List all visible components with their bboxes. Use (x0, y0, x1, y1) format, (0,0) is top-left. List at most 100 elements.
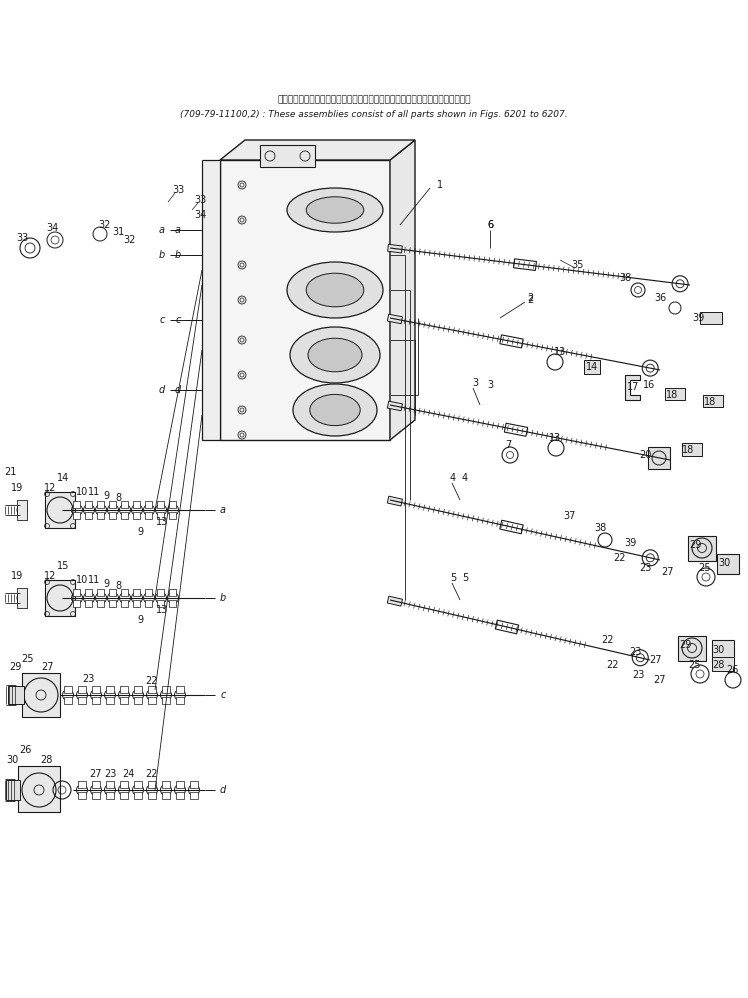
Text: b: b (220, 593, 226, 603)
Bar (703, 395, 723, 407)
Text: 37: 37 (564, 511, 576, 521)
Text: 27: 27 (654, 675, 666, 685)
Polygon shape (495, 620, 518, 634)
Bar (120, 781, 128, 788)
Text: 26: 26 (19, 745, 31, 755)
Bar (17, 588, 27, 608)
Text: 33: 33 (172, 185, 184, 195)
Bar (176, 792, 184, 799)
Text: 14: 14 (586, 362, 598, 372)
Bar (120, 686, 128, 693)
Text: 13: 13 (156, 605, 168, 615)
Bar (92, 686, 100, 693)
Text: 7: 7 (505, 440, 511, 450)
Text: 25: 25 (689, 660, 701, 670)
Text: 27: 27 (650, 655, 662, 665)
Bar (106, 686, 114, 693)
Bar (97, 501, 105, 508)
Text: 3: 3 (472, 378, 478, 388)
Text: 23: 23 (104, 769, 116, 779)
Bar (97, 589, 105, 596)
Bar (92, 781, 100, 788)
Text: 39: 39 (692, 313, 704, 323)
Bar (158, 501, 165, 508)
Bar (22, 673, 60, 717)
Text: 28: 28 (40, 755, 52, 765)
Bar (158, 512, 165, 519)
Ellipse shape (310, 394, 361, 425)
Bar (106, 697, 114, 704)
Text: 13: 13 (156, 517, 168, 527)
Text: 35: 35 (571, 260, 584, 270)
Text: 4: 4 (462, 473, 468, 483)
Text: 11: 11 (88, 487, 100, 497)
Text: 13: 13 (549, 433, 561, 443)
Text: 36: 36 (654, 293, 666, 303)
Text: 27: 27 (662, 567, 674, 577)
Text: c: c (175, 315, 181, 325)
Text: 31: 31 (112, 227, 124, 237)
Bar (134, 792, 142, 799)
Text: これらのアセンブリの構成部品は第６２０１図から第６２０７図まで含みます；: これらのアセンブリの構成部品は第６２０１図から第６２０７図まで含みます； (278, 96, 470, 105)
Text: 33: 33 (16, 233, 28, 243)
Text: 22: 22 (607, 660, 619, 670)
Bar (45, 580, 75, 616)
Text: 12: 12 (44, 483, 56, 493)
Text: 10: 10 (76, 487, 88, 497)
Bar (106, 792, 114, 799)
Bar (584, 360, 600, 374)
Text: (709-79-11100,2) : These assemblies consist of all parts shown in Figs. 6201 to : (709-79-11100,2) : These assemblies cons… (180, 110, 568, 119)
Text: 30: 30 (712, 645, 724, 655)
Bar (8, 686, 24, 704)
Bar (665, 388, 685, 400)
Bar (73, 600, 81, 607)
Bar (121, 512, 129, 519)
Bar (121, 589, 129, 596)
Bar (106, 781, 114, 788)
Text: 29: 29 (689, 540, 701, 550)
Bar (133, 589, 141, 596)
Text: 12: 12 (44, 571, 56, 581)
Bar (162, 781, 170, 788)
Text: 2: 2 (527, 293, 533, 303)
Bar (109, 600, 117, 607)
Text: 23: 23 (82, 674, 94, 684)
Text: 25: 25 (22, 654, 34, 664)
Bar (109, 589, 117, 596)
Bar (146, 512, 153, 519)
Text: 19: 19 (11, 571, 23, 581)
Text: 4: 4 (450, 473, 456, 483)
Text: 29: 29 (679, 640, 691, 650)
Bar (148, 697, 156, 704)
Text: 32: 32 (124, 235, 136, 245)
Bar (85, 589, 93, 596)
Text: 25: 25 (699, 563, 711, 573)
Text: 1: 1 (437, 180, 443, 190)
Text: c: c (221, 690, 226, 700)
Text: 22: 22 (146, 769, 159, 779)
Bar (190, 781, 198, 788)
Bar (85, 501, 93, 508)
Bar (176, 686, 184, 693)
Text: 9: 9 (103, 491, 109, 501)
Text: c: c (159, 315, 165, 325)
Text: 23: 23 (632, 670, 644, 680)
Bar (17, 500, 27, 520)
Bar (688, 536, 716, 561)
Bar (121, 600, 129, 607)
Text: 15: 15 (57, 561, 69, 571)
Text: 13: 13 (554, 347, 566, 357)
Bar (717, 554, 739, 574)
Text: 34: 34 (46, 223, 58, 233)
Bar (133, 512, 141, 519)
Bar (146, 501, 153, 508)
Bar (18, 766, 60, 812)
Text: 18: 18 (666, 390, 678, 400)
Ellipse shape (306, 273, 364, 306)
Bar (92, 697, 100, 704)
Text: d: d (159, 385, 165, 395)
Bar (133, 600, 141, 607)
Text: 32: 32 (99, 220, 111, 230)
Bar (78, 686, 86, 693)
Text: 39: 39 (624, 538, 636, 548)
